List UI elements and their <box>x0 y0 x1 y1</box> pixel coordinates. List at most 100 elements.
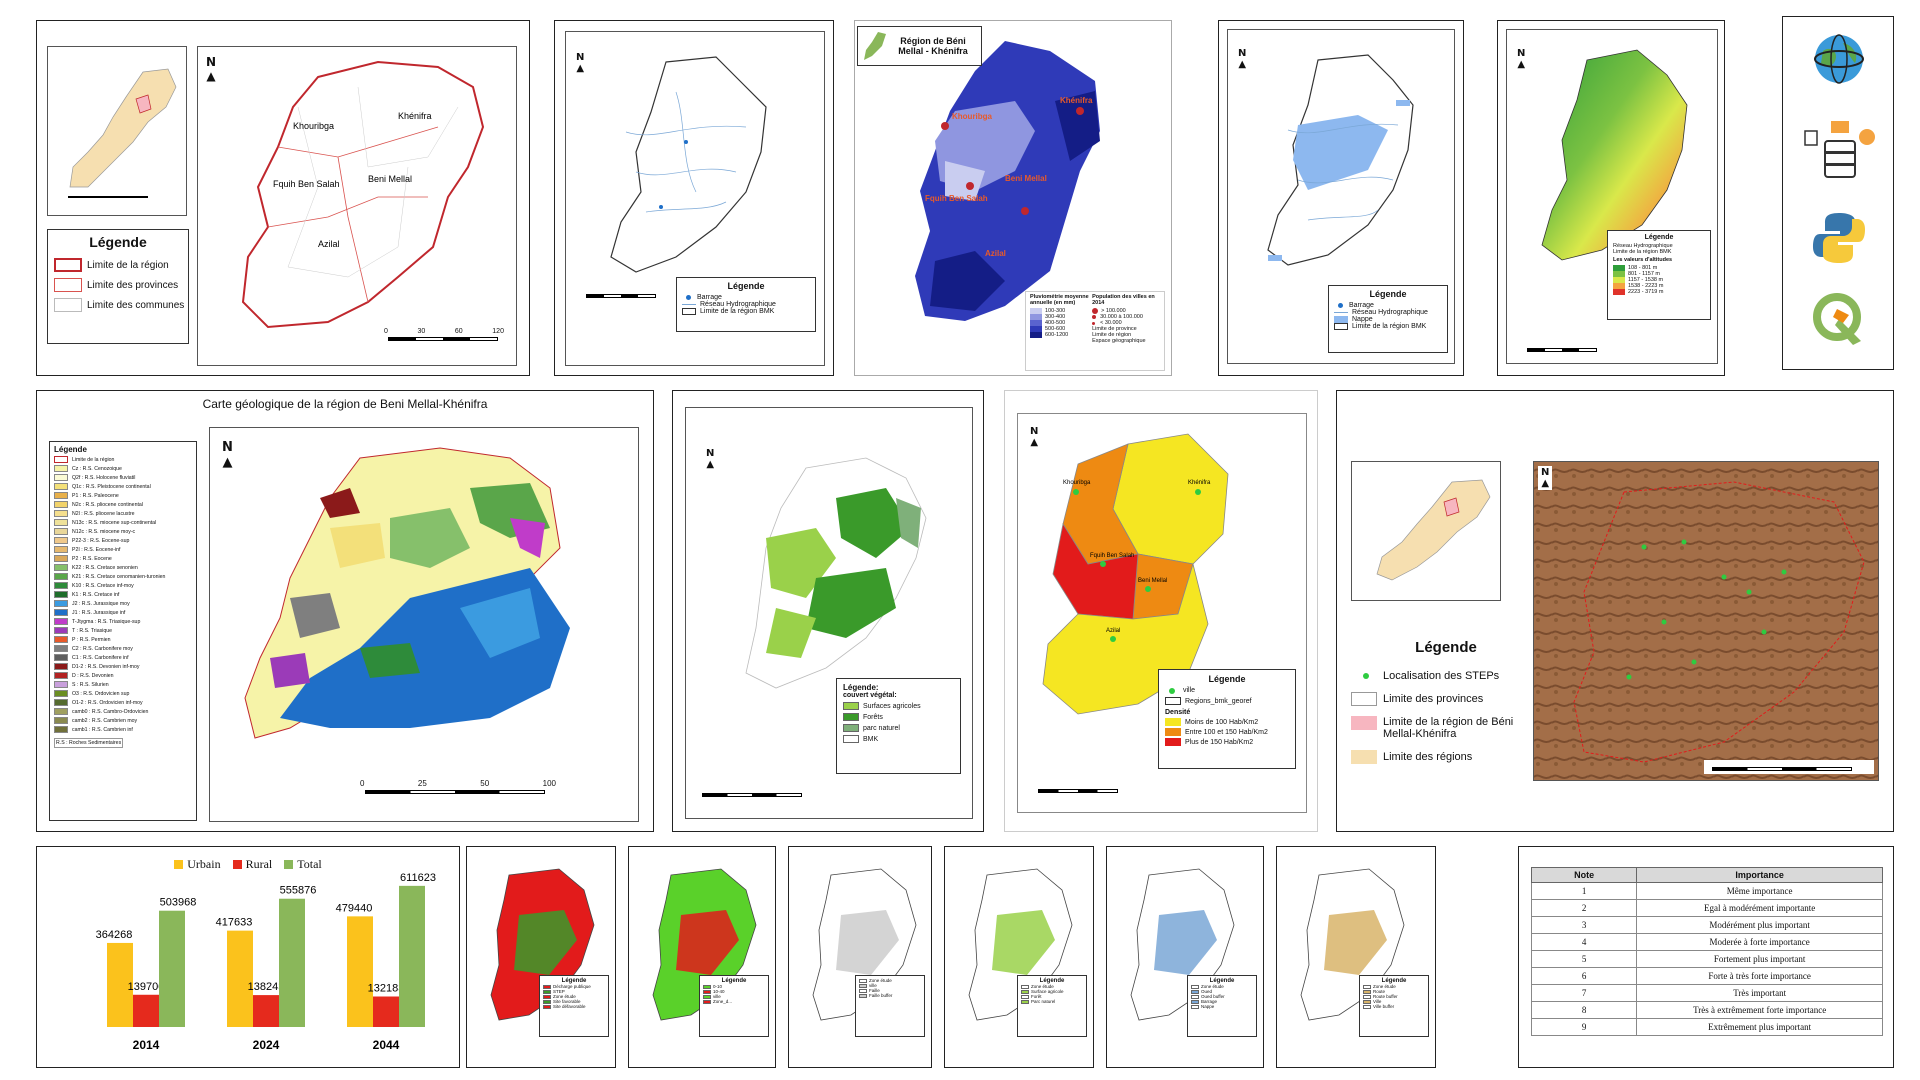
geology-legend-row: Q1c : R.S. Pleistocene continental <box>54 483 192 490</box>
thumbnail-map: Zone étude ville Faille Faille buffer <box>788 846 932 1068</box>
thumbnail-legend-swatch <box>703 984 711 989</box>
thumbnail-legend-swatch <box>703 999 711 1004</box>
thumbnail-legend-item: Parc naturel <box>1031 999 1056 1004</box>
geology-legend-label: C1 : R.S. Carbonifere inf <box>72 654 129 661</box>
aquifer-swatch <box>1334 316 1348 323</box>
morocco-inset-shape <box>68 68 177 198</box>
admin-legend-item: Limite des provinces <box>87 279 179 291</box>
steps-legend-item: Localisation des STEPs <box>1383 670 1500 682</box>
geology-legend-label: O3 : R.S. Ordovicien sup <box>72 690 130 697</box>
thumbnail-legend-swatch <box>1021 994 1029 999</box>
geology-legend-label: K21 : R.S. Cretace cenomanien-turonien <box>72 573 166 580</box>
geology-legend-label: D1-2 : R.S. Devonien inf-moy <box>72 663 140 670</box>
thumbnail-legend-swatch <box>1191 989 1199 994</box>
steps-legend: Légende Localisation des STEPs Limite de… <box>1351 639 1541 764</box>
table-cell-note: 9 <box>1530 1018 1638 1036</box>
rain-swatch <box>1030 314 1042 320</box>
north-arrow-icon: N ▲ <box>1517 48 1526 70</box>
geology-legend-label: N2c : R.S. pliocene continental <box>72 501 143 508</box>
geology-swatch <box>54 699 68 706</box>
hydro-region-shape <box>610 56 767 273</box>
density-scalebar <box>1038 789 1118 793</box>
density-class: Plus de 150 Hab/Km2 <box>1185 738 1254 746</box>
bar-total-2024 <box>279 898 305 1027</box>
map-label-azilal: Azilal <box>985 249 1006 258</box>
geology-legend-label: P2 : R.S. Eocene <box>72 555 112 562</box>
rainfall-title: Région de Béni Mellal - Khénifra <box>898 36 968 56</box>
bar-urbain-2044 <box>347 916 373 1027</box>
geology-legend-label: N13c : R.S. miocene sup-continental <box>72 519 157 526</box>
aquifer-legend-item: Barrage <box>1349 302 1374 309</box>
legend-swatch-urbain <box>174 860 184 869</box>
geology-legend-label: N2l : R.S. pliocene lacustre <box>72 510 135 517</box>
thumbnail-legend-swatch <box>703 989 711 994</box>
density-legend-item: Regions_bmk_georef <box>1185 697 1252 705</box>
thumbnail-legend-swatch <box>1021 984 1029 989</box>
map-label-azilal: Azilal <box>318 239 340 249</box>
geology-swatch <box>54 465 68 472</box>
table-row: 2 Egal à modérément importante <box>1530 899 1883 917</box>
thumbnail-legend-item: Nappe <box>1201 1004 1215 1009</box>
geology-legend-row: P1 : R.S. Paleocene <box>54 492 192 499</box>
thumbnail-legend: Zone étude ville Faille Faille buffer <box>855 975 925 1037</box>
table-header-note: Note <box>1530 867 1638 883</box>
elevation-map-frame: N ▲ Légende Réseau Hydrographique Limite … <box>1506 29 1718 364</box>
other-legend-item: Limite de province <box>1092 326 1137 332</box>
thumbnail-legend-swatch <box>1021 989 1029 994</box>
thumbnail-legend-swatch <box>859 993 867 998</box>
geology-swatch <box>54 519 68 526</box>
table-cell-note: 6 <box>1530 967 1638 985</box>
elev-class: 108 - 801 m <box>1628 265 1658 271</box>
bar-total-2014 <box>159 910 185 1027</box>
aquifer-legend-item: Nappe <box>1352 316 1373 323</box>
table-cell-note: 7 <box>1530 984 1638 1002</box>
regions-swatch <box>1351 750 1377 764</box>
bar-value-label: 138243 <box>248 981 285 993</box>
veg-swatch <box>843 713 859 721</box>
thumbnail-legend: Légende Décharge publique STEP Zone étude Si… <box>539 975 609 1037</box>
elevation-classes-title: Les valeurs d'altitudes <box>1613 257 1673 263</box>
population-bar-chart: 364268 139700 503968 2014 417633 138243 555876… <box>96 872 436 1052</box>
table-cell-importance: Extrêmement plus important <box>1636 1018 1883 1036</box>
elev-class: 801 - 1157 m <box>1628 271 1661 277</box>
population-chart-panel: Urbain Rural Total 364268 139700 503968 201… <box>36 846 460 1068</box>
geology-legend-label: O1-2 : R.S. Ordovicien inf-moy <box>72 699 143 706</box>
geology-legend-row: N2c : R.S. pliocene continental <box>54 501 192 508</box>
geology-legend-label: T-Jtygma : R.S. Triasique-sup <box>72 618 141 625</box>
geology-swatch <box>54 717 68 724</box>
region-swatch <box>682 308 696 315</box>
province-swatch <box>1351 692 1377 706</box>
bar-urbain-2014 <box>107 942 133 1027</box>
rain-class: 400-500 <box>1045 320 1066 326</box>
pop-class: 30.000 à 100.000 <box>1100 314 1143 320</box>
density-legend-item: ville <box>1183 687 1196 694</box>
geology-legend-row: O3 : R.S. Ordovicien sup <box>54 690 192 697</box>
hydro-legend-item: Limite de la région BMK <box>700 308 775 315</box>
elevation-legend: Légende Réseau Hydrographique Limite de … <box>1607 230 1711 320</box>
scale-label: 25 <box>417 779 427 788</box>
elev-swatch <box>1613 283 1625 289</box>
thumbnail-legend-item: 10-40 <box>713 989 725 994</box>
steps-legend-item: Limite des régions <box>1383 751 1473 763</box>
vegetation-scalebar <box>702 793 802 797</box>
satellite-map-frame: N ▲ <box>1533 461 1879 781</box>
aquifer-region-shape <box>1267 54 1414 266</box>
thumbnail-legend-swatch <box>1191 984 1199 989</box>
geology-legend-row: Limite de la région <box>54 456 192 463</box>
thumbnail-legend-item: Zone étude <box>869 978 892 983</box>
thumbnail-legend-swatch <box>1021 999 1029 1004</box>
thumbnail-legend-swatch <box>543 984 551 989</box>
geology-legend-row: J2 : R.S. Jurassique moy <box>54 600 192 607</box>
rain-class: 100-300 <box>1045 308 1066 314</box>
elev-class: 1538 - 2223 m <box>1628 283 1664 289</box>
bar-rural-2024 <box>253 995 279 1027</box>
other-legend-item: Limite de région <box>1092 332 1132 338</box>
elevation-map <box>1541 49 1688 261</box>
thumbnail-map: Légende Zone étude Route Route buffer Ville V… <box>1276 846 1436 1068</box>
thumbnail-legend-swatch <box>543 989 551 994</box>
geology-swatch <box>54 483 68 490</box>
north-arrow-icon: N ▲ <box>1030 426 1039 448</box>
population-legend-title: Population des villes en 2014 <box>1092 294 1155 306</box>
thumbnail-legend-item: 0-10 <box>713 984 723 989</box>
table-row: 6 Forte à très forte importance <box>1530 967 1883 985</box>
